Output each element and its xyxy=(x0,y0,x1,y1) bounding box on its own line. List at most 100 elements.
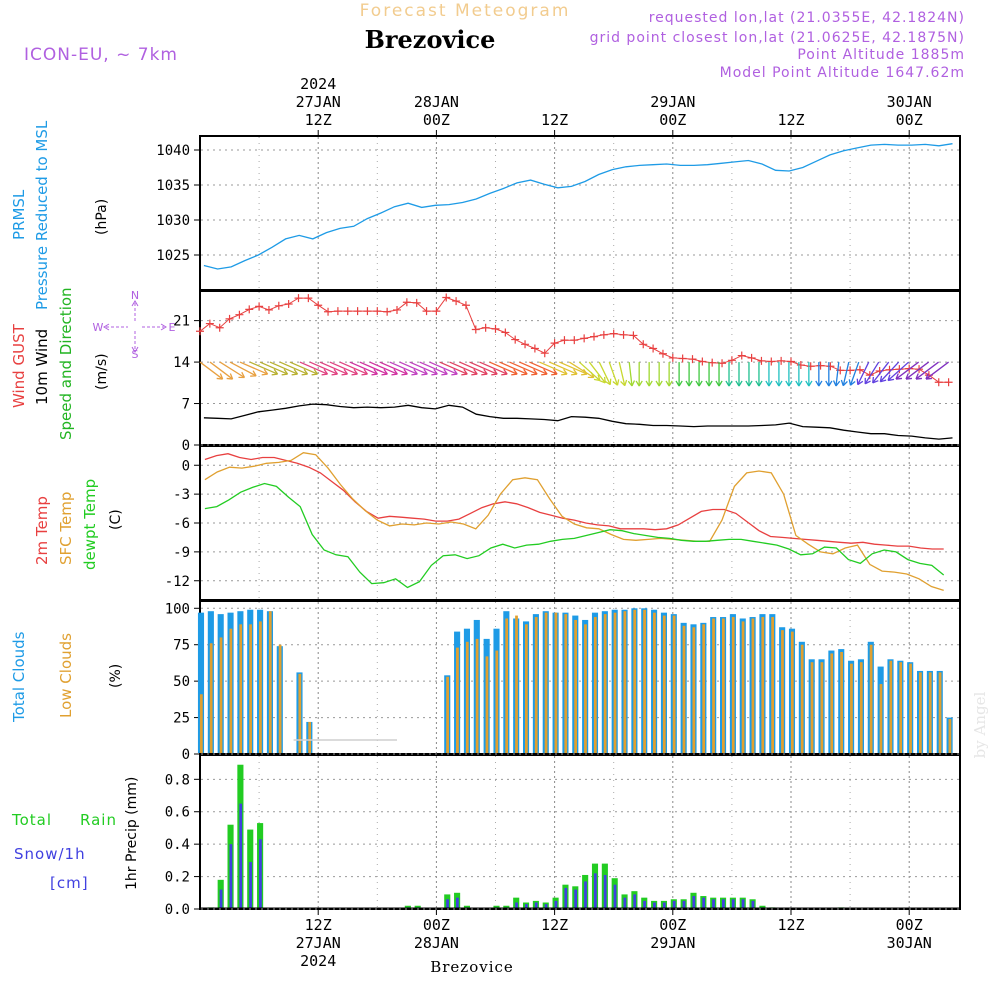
wind-arrowhead xyxy=(226,373,234,380)
wind-arrowhead xyxy=(381,368,388,376)
low-cloud-bar xyxy=(948,719,952,753)
y-tick-label: -3 xyxy=(173,487,190,503)
snow-bar xyxy=(574,889,577,908)
wind-arrowhead xyxy=(735,380,743,387)
low-cloud-bar xyxy=(918,672,922,753)
y-tick-label: 14 xyxy=(173,355,190,371)
low-cloud-bar xyxy=(790,631,794,753)
compass-s: S xyxy=(132,348,139,361)
snow-bar xyxy=(692,896,696,908)
pressure-labels: PRMSL Pressure Reduced to MSL (hPa) xyxy=(10,120,110,310)
snow-bar xyxy=(712,899,715,908)
compass-e: E xyxy=(169,321,176,334)
gust-point xyxy=(658,349,667,358)
temp-unit: (C) xyxy=(108,509,124,530)
wind-direction-arrow xyxy=(618,361,626,386)
prmsl-line xyxy=(203,143,953,270)
wind-direction-arrow xyxy=(529,361,558,375)
time-tick-label: 30JAN xyxy=(887,934,932,952)
gust-point xyxy=(245,305,254,314)
precip-label-rain: Rain xyxy=(80,811,117,829)
low-cloud-bar xyxy=(909,663,912,753)
wind-direction-arrow xyxy=(872,361,890,384)
low-cloud-bar xyxy=(485,656,489,753)
wind-arrowhead xyxy=(685,380,693,387)
wind-labels: Wind GUST 10m Wind Speed and Direction (… xyxy=(10,287,176,440)
time-tick-label: 12Z xyxy=(541,111,568,129)
gust-point xyxy=(491,324,500,333)
pressure-frame xyxy=(199,135,961,291)
time-tick-label: 2024 xyxy=(300,75,336,93)
wind-direction-arrow xyxy=(439,361,468,375)
wind-arrowhead xyxy=(745,380,753,387)
wind-arrowhead xyxy=(351,368,358,376)
credit-watermark: by Angel xyxy=(971,691,989,758)
gust-point xyxy=(363,307,372,316)
temp-labels: 2m Temp SFC Temp dewpt Temp (C) xyxy=(33,479,124,570)
rain-bar xyxy=(503,905,510,908)
gust-point xyxy=(324,307,333,316)
gust-point xyxy=(895,365,904,374)
time-tick-label: 30JAN xyxy=(887,93,932,111)
low-cloud-bar xyxy=(199,694,203,753)
low-cloud-bar xyxy=(672,615,676,753)
pressure-label-prmsl: PRMSL xyxy=(10,189,28,240)
y-tick-label: 0.6 xyxy=(165,805,190,821)
wind-arrowhead xyxy=(848,379,856,386)
wind-arrowhead xyxy=(571,368,578,376)
y-tick-label: 100 xyxy=(165,601,190,617)
snow-bar xyxy=(259,839,262,908)
gust-point xyxy=(353,307,362,316)
wind-direction-arrow xyxy=(879,361,900,383)
wind-arrowhead xyxy=(705,380,713,387)
time-tick-label: 00Z xyxy=(659,916,686,934)
gust-point xyxy=(196,327,204,336)
low-cloud-bar xyxy=(653,612,656,753)
precip-label-cm: [cm] xyxy=(50,874,89,892)
gust-point xyxy=(550,339,559,348)
wind-arrowhead xyxy=(635,380,643,387)
snow-bar xyxy=(239,803,243,908)
gust-point xyxy=(806,362,815,371)
y-tick-label: -6 xyxy=(173,516,190,532)
low-cloud-bar xyxy=(446,676,449,753)
low-cloud-bar xyxy=(613,612,617,753)
gust-point xyxy=(333,307,342,316)
gust-point xyxy=(304,294,313,303)
low-cloud-bar xyxy=(544,612,548,753)
wind-arrowhead xyxy=(551,368,558,376)
snow-bar xyxy=(524,904,528,908)
low-cloud-bar xyxy=(603,614,607,753)
low-cloud-bar xyxy=(741,621,745,753)
wind-arrowhead xyxy=(391,368,398,376)
wind-arrowhead xyxy=(725,380,733,387)
snow-bar xyxy=(741,899,745,908)
gust-point xyxy=(668,353,677,362)
compass-rose: N S W E xyxy=(93,289,176,361)
gust-point xyxy=(540,349,549,358)
rain-bar xyxy=(759,905,766,908)
wind-arrowhead xyxy=(715,380,723,387)
precip-ylabel: 1hr Precip (mm) xyxy=(124,777,140,890)
gust-point xyxy=(580,334,589,343)
y-tick-label: 0.2 xyxy=(165,870,190,886)
time-tick-label: 00Z xyxy=(896,111,923,129)
wind-direction-arrow xyxy=(905,361,930,380)
low-cloud-bar xyxy=(879,684,883,753)
temp-label-dewpt: dewpt Temp xyxy=(81,479,99,570)
wind-direction-arrow xyxy=(459,361,488,375)
wind-direction-arrow xyxy=(349,361,378,375)
snow-bar xyxy=(643,900,646,908)
wind-arrowhead xyxy=(645,380,653,387)
wind-direction-arrow xyxy=(329,361,358,375)
wind-direction-arrow xyxy=(399,361,428,375)
gust-point xyxy=(629,331,638,340)
gust-point xyxy=(501,328,510,337)
pressure-unit: (hPa) xyxy=(94,199,110,235)
low-cloud-bar xyxy=(209,643,213,753)
y-tick-label: 0.8 xyxy=(165,772,190,788)
gust-point xyxy=(530,344,539,353)
gust-point xyxy=(944,378,953,387)
wind-direction-arrow xyxy=(915,361,940,380)
